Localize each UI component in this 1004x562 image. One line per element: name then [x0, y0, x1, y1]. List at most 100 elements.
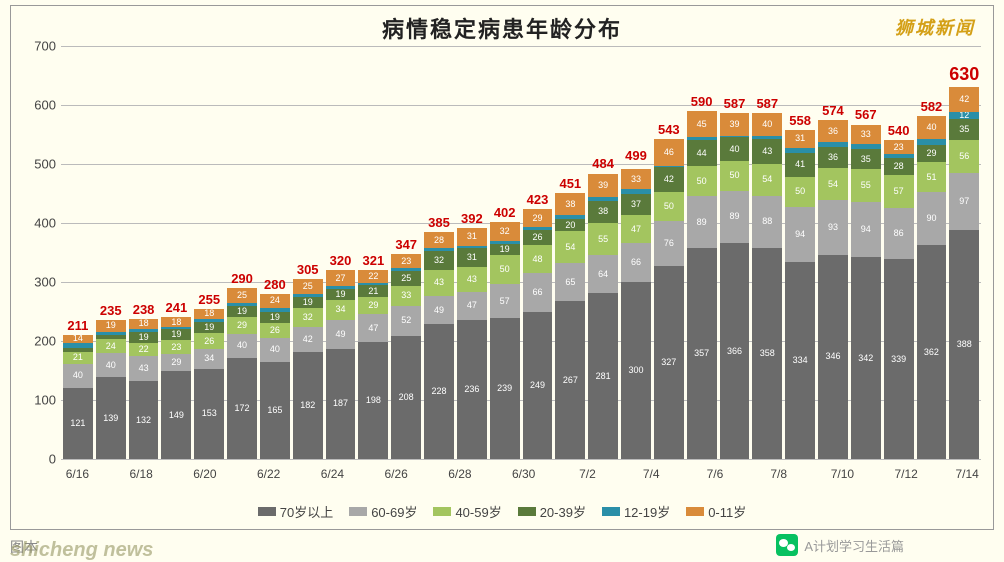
bar-segment: 28 [424, 232, 454, 249]
bar-segment: 66 [621, 243, 651, 282]
bar-segment: 40 [63, 364, 93, 388]
bar-segment: 25 [227, 288, 257, 303]
bar-segment: 18 [161, 317, 191, 328]
bar-segment: 37 [621, 194, 651, 216]
y-tick-label: 0 [21, 452, 56, 467]
bar-column: 56733355594342 [851, 46, 881, 459]
total-label: 567 [855, 107, 877, 122]
x-tick-label: 6/16 [63, 467, 92, 481]
bar-segment: 267 [555, 301, 585, 459]
bar-segment: 334 [785, 262, 815, 459]
total-label: 402 [494, 205, 516, 220]
x-tick-label [222, 467, 251, 481]
bar-segment: 52 [391, 306, 421, 337]
bar-segment: 19 [326, 289, 356, 300]
total-label: 211 [67, 318, 88, 333]
legend-label: 0-11岁 [708, 502, 746, 521]
bar-segment: 54 [818, 168, 848, 200]
bar-segment: 25 [293, 279, 323, 294]
legend-swatch [518, 507, 536, 516]
bar-segment: 187 [326, 349, 356, 459]
bar-segment: 55 [588, 223, 618, 255]
legend-label: 70岁以上 [280, 502, 333, 521]
x-tick-label: 6/24 [318, 467, 347, 481]
legend-item: 60-69岁 [349, 502, 417, 521]
legend-label: 40-59岁 [455, 502, 501, 521]
total-label: 423 [527, 192, 549, 207]
total-label: 582 [921, 99, 943, 114]
bar-column: 48439385564281 [588, 46, 618, 459]
bar-segment: 47 [358, 314, 388, 342]
bar-column: 55831415094334 [785, 46, 815, 459]
bar-segment: 31 [457, 248, 487, 266]
chart-title: 病情稳定病患年龄分布 [11, 6, 993, 50]
bar-segment: 29 [523, 209, 553, 226]
bar-segment: 149 [161, 371, 191, 459]
bar-segment: 14 [63, 335, 93, 343]
bar-segment: 48 [523, 245, 553, 273]
bar-segment: 19 [227, 306, 257, 317]
bar-segment: 139 [96, 377, 126, 459]
x-tick-label [350, 467, 379, 481]
bar-segment: 34 [326, 300, 356, 320]
bar-column: 57436365493346 [818, 46, 848, 459]
x-tick-label: 7/6 [701, 467, 730, 481]
bar-segment: 281 [588, 293, 618, 459]
bar-segment: 132 [129, 381, 159, 459]
total-label: 238 [133, 302, 155, 317]
legend-item: 12-19岁 [602, 502, 670, 521]
bar-segment: 64 [588, 255, 618, 293]
x-tick-label [477, 467, 506, 481]
bar-segment: 357 [687, 248, 717, 459]
bar-segment: 89 [687, 196, 717, 249]
x-tick-label [605, 467, 634, 481]
total-label: 558 [789, 113, 811, 128]
x-tick-label [796, 467, 825, 481]
bar-segment: 50 [720, 161, 750, 191]
bar-segment: 86 [884, 208, 914, 259]
total-label: 241 [166, 300, 188, 315]
bar-segment: 35 [949, 119, 979, 140]
bar-column: 30525193242182 [293, 46, 323, 459]
bar-column: 38528324349228 [424, 46, 454, 459]
bar-segment: 41 [785, 153, 815, 177]
total-label: 540 [888, 123, 910, 138]
bar-column: 54346425076327 [654, 46, 684, 459]
watermark-right: 狮城新闻 [895, 14, 975, 40]
total-label: 347 [395, 237, 417, 252]
legend-item: 40-59岁 [433, 502, 501, 521]
legend-swatch [602, 507, 620, 516]
bar-segment: 236 [457, 320, 487, 459]
bar-segment: 19 [260, 312, 290, 323]
y-tick-label: 100 [21, 393, 56, 408]
bar-segment: 153 [194, 369, 224, 459]
bar-segment: 56 [949, 140, 979, 173]
total-label: 499 [625, 148, 647, 163]
bar-segment: 89 [720, 191, 750, 244]
bar-segment: 339 [884, 259, 914, 459]
x-tick-label [414, 467, 443, 481]
x-axis: 6/166/186/206/226/246/266/286/307/27/47/… [61, 467, 981, 481]
bar-segment: 49 [326, 320, 356, 349]
bar-segment: 18 [194, 309, 224, 320]
bar-segment: 50 [490, 255, 520, 285]
bar-segment: 33 [851, 125, 881, 144]
x-tick-label: 7/14 [956, 467, 979, 481]
bar-column: 32027193449187 [326, 46, 356, 459]
bar-segment: 33 [391, 286, 421, 305]
bar-segment: 346 [818, 255, 848, 459]
bar-segment: 39 [588, 174, 618, 197]
total-label: 574 [822, 103, 844, 118]
total-label: 484 [592, 156, 614, 171]
total-label: 587 [724, 96, 746, 111]
bar-segment: 43 [424, 270, 454, 295]
bar-segment: 22 [129, 343, 159, 356]
bar-segment: 29 [358, 297, 388, 314]
bar-segment: 93 [818, 200, 848, 255]
bar-segment: 342 [851, 257, 881, 459]
y-tick-label: 600 [21, 98, 56, 113]
bar-column: 54023285786339 [884, 46, 914, 459]
x-tick-label [95, 467, 124, 481]
bar-column: 59045445089357 [687, 46, 717, 459]
legend-label: 20-39岁 [540, 502, 586, 521]
